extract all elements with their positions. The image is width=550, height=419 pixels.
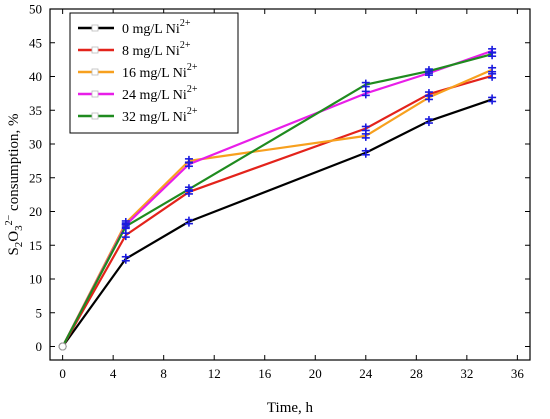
data-point xyxy=(184,216,193,227)
series-1 xyxy=(61,98,493,348)
legend-marker xyxy=(91,24,99,32)
legend-marker xyxy=(91,46,99,54)
legend-item: 0 mg/L Ni2+ xyxy=(78,18,191,37)
series-2 xyxy=(61,74,493,348)
legend-label: 32 mg/L Ni2+ xyxy=(122,106,198,125)
data-point xyxy=(361,147,370,158)
y-tick-label: 40 xyxy=(29,69,42,84)
series-layer xyxy=(58,45,497,351)
data-point xyxy=(424,92,433,103)
y-tick-label: 45 xyxy=(29,35,42,50)
data-point xyxy=(184,184,193,195)
y-tick-label: 25 xyxy=(29,170,42,185)
legend-label-superscript: 2+ xyxy=(187,62,198,73)
legend-marker xyxy=(91,90,99,98)
y-tick-label: 30 xyxy=(29,137,42,152)
x-tick-label: 20 xyxy=(309,366,322,381)
legend: 0 mg/L Ni2+8 mg/L Ni2+16 mg/L Ni2+24 mg/… xyxy=(69,12,239,134)
y-tick-label: 15 xyxy=(29,238,42,253)
y-axis-title-part: 2 xyxy=(13,242,25,248)
legend-item: 24 mg/L Ni2+ xyxy=(78,84,198,103)
legend-label-superscript: 2+ xyxy=(180,40,191,51)
y-tick-label: 10 xyxy=(29,272,42,287)
data-point xyxy=(361,130,370,141)
data-point xyxy=(184,159,193,170)
axes xyxy=(49,8,531,361)
legend-item: 16 mg/L Ni2+ xyxy=(78,62,198,81)
legend-label-superscript: 2+ xyxy=(187,106,198,117)
data-point xyxy=(121,230,130,241)
legend-marker xyxy=(91,68,99,76)
x-tick-label: 8 xyxy=(160,366,167,381)
x-tick-label: 24 xyxy=(359,366,373,381)
data-point xyxy=(488,94,497,105)
legend-label-text: 16 mg/L Ni xyxy=(122,66,187,81)
x-tick-label: 28 xyxy=(410,366,423,381)
series-line xyxy=(61,98,493,348)
data-point xyxy=(488,64,497,75)
data-point xyxy=(361,88,370,99)
y-tick-label: 5 xyxy=(36,305,43,320)
y-axis-title-part: 2− xyxy=(4,214,15,225)
x-tick-label: 4 xyxy=(110,366,117,381)
x-tick-label: 0 xyxy=(59,366,66,381)
legend-label-text: 32 mg/L Ni xyxy=(122,110,187,125)
data-point xyxy=(424,66,433,77)
ticks-layer: 0 4 8 12 16 20 24 28 32 36 0 5 10 15 20 25 30 35 40 45 50 xyxy=(29,2,530,381)
data-point xyxy=(121,253,130,264)
data-point xyxy=(488,49,497,60)
legend-label: 8 mg/L Ni2+ xyxy=(122,40,191,59)
legend-label: 0 mg/L Ni2+ xyxy=(122,18,191,37)
y-axis-title-part: 3 xyxy=(13,225,25,231)
y-axis-title-part: O xyxy=(6,231,22,242)
y-axis-title: S2O32− consumption, % xyxy=(4,113,25,255)
legend-label-superscript: 2+ xyxy=(187,84,198,95)
series-line xyxy=(61,53,493,348)
data-point xyxy=(58,342,67,351)
legend-label-text: 0 mg/L Ni xyxy=(122,22,180,37)
legend-label: 16 mg/L Ni2+ xyxy=(122,62,198,81)
y-tick-label: 50 xyxy=(29,2,42,17)
x-axis-title: Time, h xyxy=(267,400,314,416)
plot-frame xyxy=(49,8,531,361)
x-tick-label: 32 xyxy=(460,366,473,381)
x-tick-label: 16 xyxy=(258,366,272,381)
data-point xyxy=(424,116,433,127)
y-tick-label: 0 xyxy=(36,339,43,354)
data-point xyxy=(361,79,370,90)
legend-label-text: 24 mg/L Ni xyxy=(122,88,187,103)
series-line xyxy=(61,74,493,348)
legend-marker xyxy=(91,112,99,120)
x-tick-label: 36 xyxy=(511,366,525,381)
series-1-markers xyxy=(58,94,497,351)
series-5-markers xyxy=(58,49,497,351)
y-axis-title-part: consumption, % xyxy=(6,113,22,214)
legend-label-text: 8 mg/L Ni xyxy=(122,44,180,59)
legend-item: 32 mg/L Ni2+ xyxy=(78,106,198,125)
series-5 xyxy=(61,53,493,348)
y-tick-label: 20 xyxy=(29,204,42,219)
y-axis-title-part: S xyxy=(6,247,22,255)
x-tick-label: 12 xyxy=(208,366,221,381)
data-point xyxy=(121,221,130,232)
y-tick-label: 35 xyxy=(29,103,42,118)
legend-label: 24 mg/L Ni2+ xyxy=(122,84,198,103)
legend-label-superscript: 2+ xyxy=(180,18,191,29)
legend-item: 8 mg/L Ni2+ xyxy=(78,40,191,59)
